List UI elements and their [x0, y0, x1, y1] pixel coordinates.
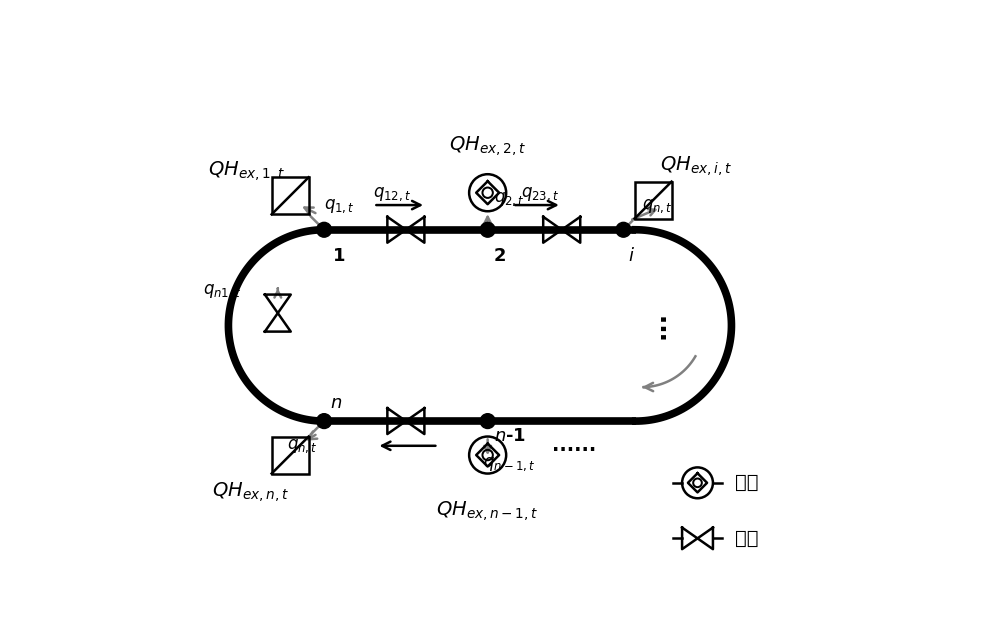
Circle shape — [317, 223, 331, 237]
Text: $QH_{ex,2,t}$: $QH_{ex,2,t}$ — [449, 135, 526, 158]
Circle shape — [317, 414, 331, 428]
Text: 1: 1 — [333, 247, 346, 265]
Text: $QH_{ex,n-1,t}$: $QH_{ex,n-1,t}$ — [436, 498, 539, 523]
Text: 2: 2 — [494, 247, 506, 265]
Text: ......: ...... — [552, 436, 596, 455]
Bar — [272, 436, 309, 474]
Text: $QH_{ex,i,t}$: $QH_{ex,i,t}$ — [660, 154, 732, 178]
Text: $q_{n,t}$: $q_{n,t}$ — [642, 197, 673, 215]
Bar — [272, 177, 309, 215]
Text: $q_{n,t}$: $q_{n,t}$ — [287, 436, 318, 455]
Text: $i$: $i$ — [628, 247, 635, 265]
Text: 水泵: 水泵 — [735, 473, 758, 492]
Text: $QH_{ex,1,t}$: $QH_{ex,1,t}$ — [208, 159, 285, 183]
Bar — [635, 182, 672, 219]
Text: $n$: $n$ — [330, 394, 342, 412]
Circle shape — [480, 223, 495, 237]
Text: 阀门: 阀门 — [735, 529, 758, 548]
Text: ...: ... — [645, 311, 669, 340]
Text: $q_{12,t}$: $q_{12,t}$ — [373, 185, 411, 203]
Text: $q_{23,t}$: $q_{23,t}$ — [521, 185, 559, 203]
Text: $n$-1: $n$-1 — [494, 427, 526, 445]
Text: $QH_{ex,n,t}$: $QH_{ex,n,t}$ — [212, 480, 288, 504]
Text: $q_{2,t}$: $q_{2,t}$ — [494, 190, 525, 208]
Text: $q_{n-1,t}$: $q_{n-1,t}$ — [483, 455, 536, 473]
Circle shape — [480, 414, 495, 428]
Text: $q_{1,t}$: $q_{1,t}$ — [324, 197, 355, 215]
Circle shape — [616, 223, 631, 237]
Text: $q_{n1,t}$: $q_{n1,t}$ — [203, 283, 241, 301]
